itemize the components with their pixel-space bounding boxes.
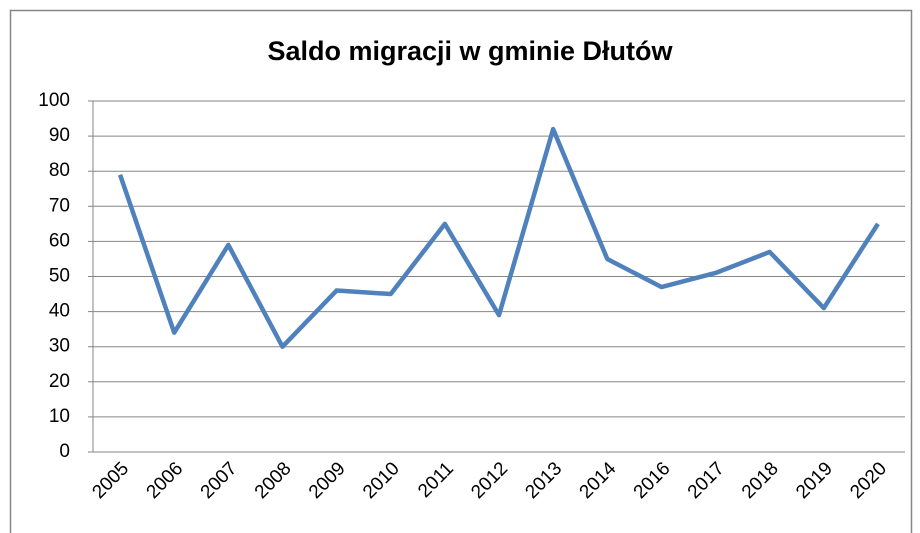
y-tick-label: 100	[38, 90, 70, 111]
y-tick-label: 60	[49, 230, 70, 251]
y-tick-label: 70	[49, 195, 70, 216]
y-tick-label: 90	[49, 125, 70, 146]
y-tick-label: 40	[49, 301, 70, 322]
y-tick-label: 30	[49, 336, 70, 357]
y-tick-label: 50	[49, 266, 70, 287]
chart-title: Saldo migracji w gminie Dłutów	[267, 36, 673, 66]
y-tick-label: 0	[59, 441, 70, 462]
data-line	[117, 126, 880, 349]
chart-frame	[9, 9, 913, 533]
y-tick-label: 20	[49, 371, 70, 392]
y-tick-label: 80	[49, 160, 70, 181]
y-tick-label: 10	[49, 406, 70, 427]
